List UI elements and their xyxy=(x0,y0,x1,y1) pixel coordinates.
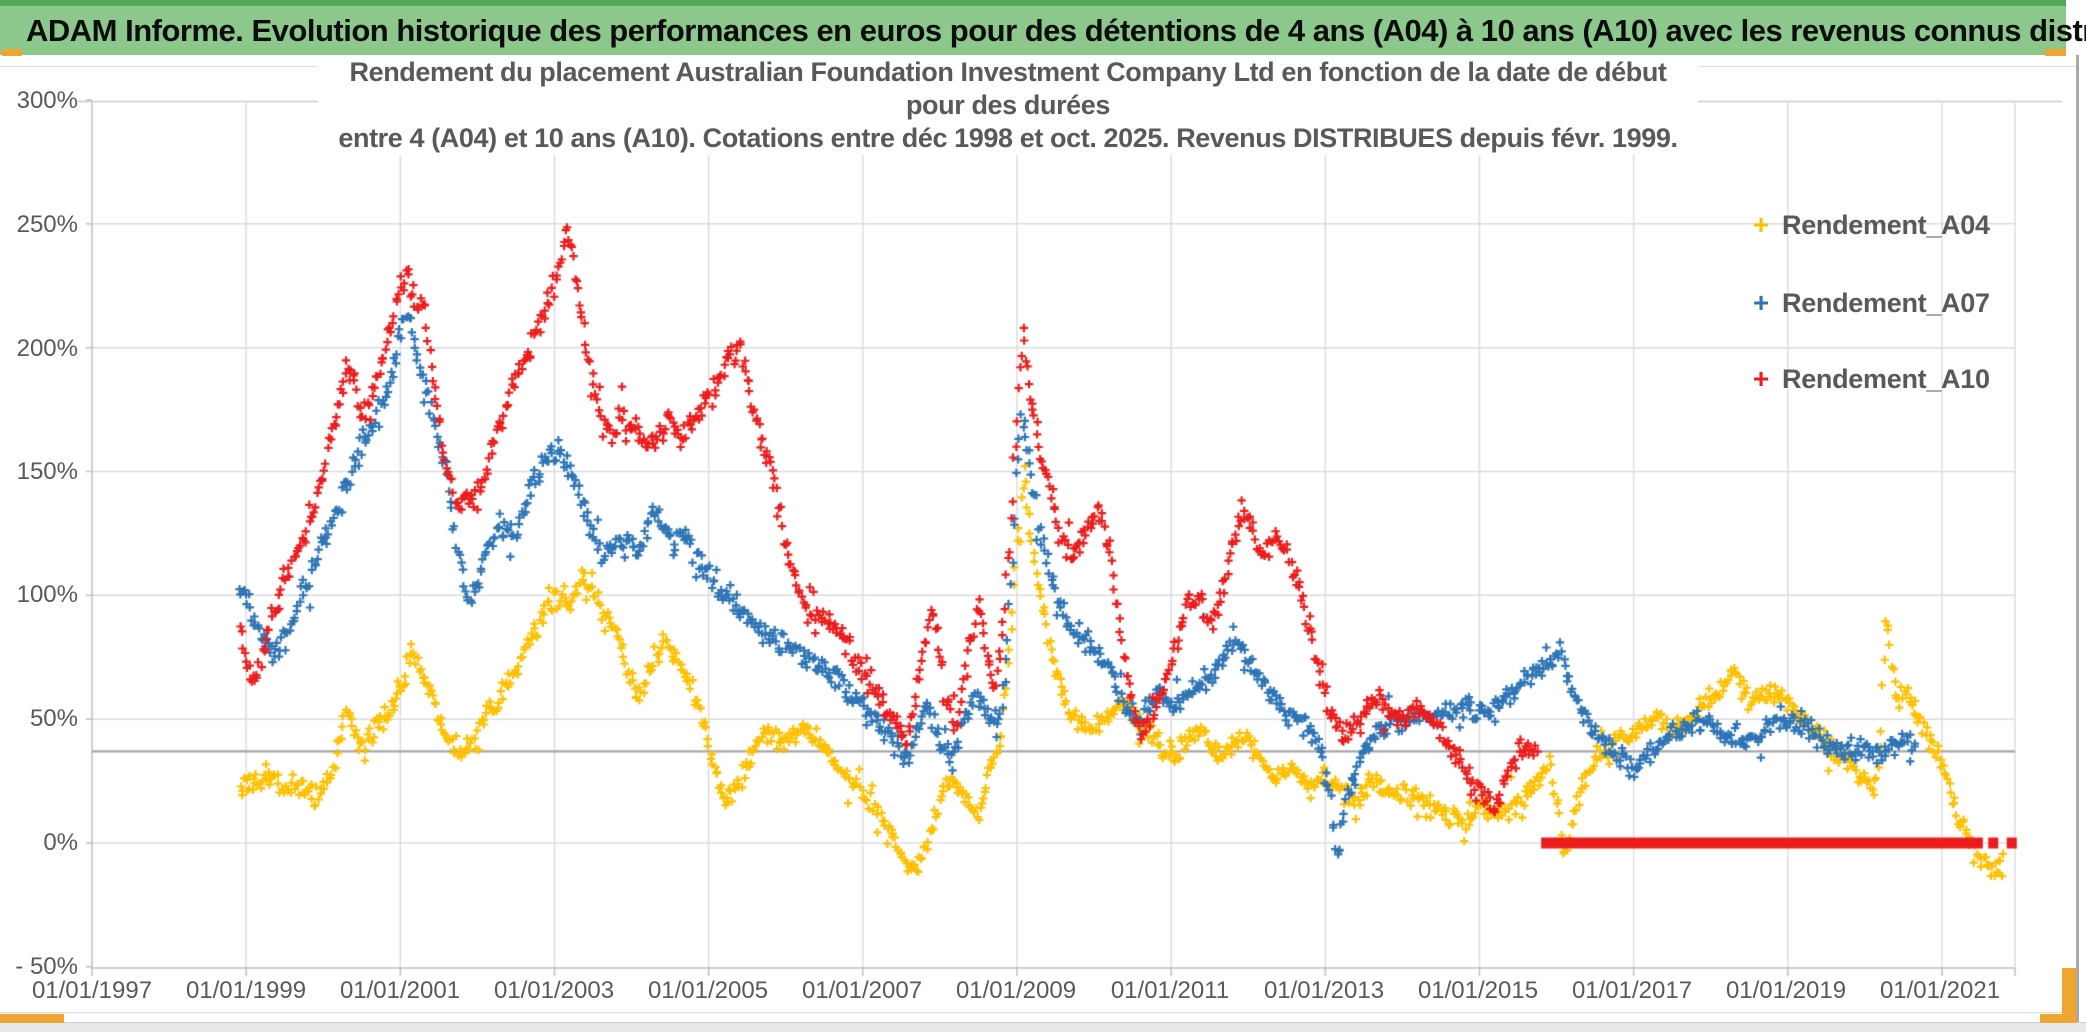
y-tick-neg50: - 50% xyxy=(4,952,78,982)
x-tick-2013: 01/01/2013 xyxy=(1263,977,1385,1004)
legend-item-a04: + Rendement_A04 xyxy=(1748,205,1990,245)
plus-marker-icon: + xyxy=(1752,363,1770,394)
x-tick-1999: 01/01/1999 xyxy=(185,977,307,1004)
x-tick-2015: 01/01/2015 xyxy=(1417,977,1539,1004)
window-bottom-strip xyxy=(0,1022,2086,1032)
chart-title: Rendement du placement Australian Founda… xyxy=(318,56,1698,155)
window-title: ADAM Informe. Evolution historique des p… xyxy=(26,13,2086,48)
chart-title-line2: entre 4 (A04) et 10 ans (A10). Cotations… xyxy=(338,123,1678,153)
y-tick-50: 50% xyxy=(4,704,78,734)
x-tick-2017: 01/01/2017 xyxy=(1571,977,1693,1004)
x-tick-2005: 01/01/2005 xyxy=(647,977,769,1004)
x-tick-2011: 01/01/2011 xyxy=(1110,977,1230,1004)
y-tick-150: 150% xyxy=(4,457,78,487)
y-tick-300: 300% xyxy=(4,86,78,116)
x-tick-2001: 01/01/2001 xyxy=(339,977,461,1004)
y-tick-100: 100% xyxy=(4,580,78,610)
plus-marker-icon: + xyxy=(1752,287,1770,318)
y-tick-250: 250% xyxy=(4,210,78,240)
x-tick-2003: 01/01/2003 xyxy=(493,977,615,1004)
x-tick-1997: 01/01/1997 xyxy=(31,977,153,1004)
x-tick-2019: 01/01/2019 xyxy=(1725,977,1847,1004)
corner-accent-bottom-left xyxy=(0,1014,64,1023)
legend-label-a04: Rendement_A04 xyxy=(1782,209,1990,240)
footer-divider xyxy=(0,1012,2076,1013)
legend-item-a10: + Rendement_A10 xyxy=(1748,359,1990,399)
x-tick-2007: 01/01/2007 xyxy=(801,977,923,1004)
chart-title-line1: Rendement du placement Australian Founda… xyxy=(349,57,1667,120)
corner-accent-bottom-right-h xyxy=(2040,1014,2077,1023)
corner-accent-top-left xyxy=(2,49,22,56)
legend-item-a07: + Rendement_A07 xyxy=(1748,283,1990,323)
y-tick-0: 0% xyxy=(4,828,78,858)
legend-label-a07: Rendement_A07 xyxy=(1782,287,1990,318)
legend-label-a10: Rendement_A10 xyxy=(1782,363,1990,394)
window-right-border xyxy=(2076,55,2079,1022)
plus-marker-icon: + xyxy=(1752,209,1770,240)
y-tick-200: 200% xyxy=(4,334,78,364)
corner-accent-bottom-right-v xyxy=(2062,968,2077,1023)
x-tick-2021: 01/01/2021 xyxy=(1879,977,2001,1004)
corner-accent-top-right xyxy=(2045,49,2066,56)
x-tick-2009: 01/01/2009 xyxy=(955,977,1077,1004)
window-titlebar: ADAM Informe. Evolution historique des p… xyxy=(0,0,2086,55)
